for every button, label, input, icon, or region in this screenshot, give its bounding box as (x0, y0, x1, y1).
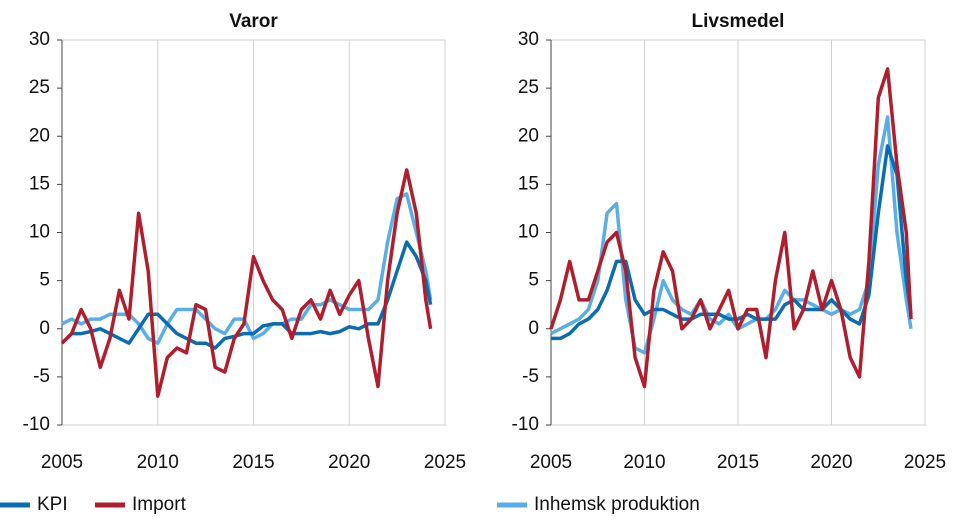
series-line (550, 115, 913, 355)
series-line (60, 168, 433, 398)
x-tick-label: 2020 (328, 452, 370, 473)
y-tick-label: 10 (29, 222, 50, 243)
y-tick-label: 30 (518, 29, 539, 50)
series-line (61, 192, 433, 345)
x-tick-label: 2005 (41, 452, 83, 473)
legend-label: KPI (37, 494, 68, 515)
x-tick-label: 2025 (424, 452, 466, 473)
y-tick-label: 25 (518, 77, 539, 98)
series-line (60, 240, 433, 350)
x-tick-label: 2010 (623, 452, 665, 473)
y-tick-label: -5 (522, 366, 539, 387)
y-tick-label: -10 (23, 414, 50, 435)
y-tick-label: 5 (528, 270, 539, 291)
y-tick-label: 10 (518, 222, 539, 243)
y-tick-label: 5 (39, 270, 50, 291)
y-tick-label: 20 (518, 125, 539, 146)
legend-label: Import (132, 494, 187, 515)
y-tick-label: 15 (518, 173, 539, 194)
x-tick-label: 2025 (904, 452, 946, 473)
chart-title: Varor (229, 11, 278, 32)
y-tick-label: 0 (528, 318, 539, 339)
series-line (551, 144, 913, 341)
chart-title: Livsmedel (692, 11, 785, 32)
x-tick-label: 2020 (810, 452, 852, 473)
y-tick-label: 15 (29, 173, 50, 194)
x-tick-label: 2005 (530, 452, 572, 473)
y-tick-label: 0 (39, 318, 50, 339)
y-tick-label: -10 (512, 414, 539, 435)
x-tick-label: 2015 (232, 452, 274, 473)
x-tick-label: 2010 (137, 452, 179, 473)
x-tick-label: 2015 (717, 452, 759, 473)
y-tick-label: 20 (29, 125, 50, 146)
legend-label: Inhemsk produktion (534, 494, 700, 515)
series-line (549, 67, 913, 389)
y-tick-label: 30 (29, 29, 50, 50)
y-tick-label: -5 (33, 366, 50, 387)
y-tick-label: 25 (29, 77, 50, 98)
